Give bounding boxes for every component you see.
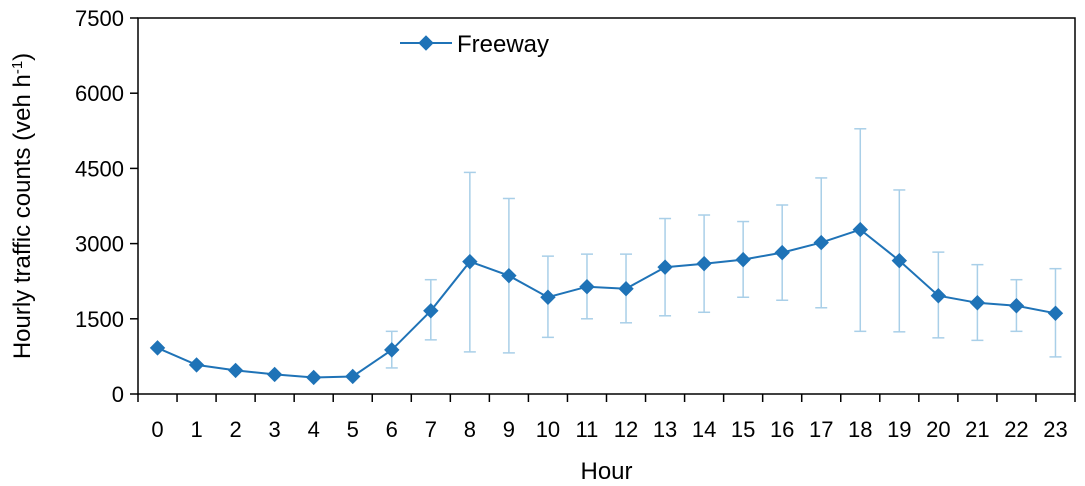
- x-tick-label: 0: [151, 417, 163, 442]
- x-tick-label: 23: [1043, 417, 1067, 442]
- freeway-line: [157, 228, 1056, 379]
- x-tick-label: 5: [347, 417, 359, 442]
- data-point-7: [423, 303, 439, 319]
- y-axis-title: Hourly traffic counts (veh h-1): [9, 53, 37, 359]
- x-tick-label: 6: [386, 417, 398, 442]
- x-tick-label: 4: [308, 417, 320, 442]
- x-tick-label: 19: [887, 417, 911, 442]
- data-point-17: [813, 234, 829, 251]
- x-tick-label: 7: [425, 417, 437, 442]
- x-tick-label: 14: [692, 417, 716, 442]
- x-tick-label: 18: [848, 417, 872, 442]
- data-point-0: [149, 340, 166, 356]
- data-point-13: [657, 259, 673, 275]
- legend: Freeway: [400, 31, 549, 58]
- y-tick-label: 4500: [75, 156, 124, 181]
- data-point-5: [345, 368, 361, 385]
- data-point-23: [1047, 305, 1064, 321]
- x-tick-label: 8: [464, 417, 476, 442]
- data-point-2: [227, 362, 244, 379]
- y-tick-label: 6000: [75, 81, 124, 106]
- y-axis-title-end: ): [9, 53, 36, 61]
- data-point-21: [969, 295, 986, 311]
- data-point-12: [618, 281, 634, 297]
- legend-label-freeway: Freeway: [457, 31, 549, 58]
- x-tick-label: 22: [1004, 417, 1028, 442]
- x-tick-label: 13: [653, 417, 677, 442]
- data-point-15: [735, 251, 751, 268]
- x-tick-label: 9: [503, 417, 515, 442]
- y-tick-label: 3000: [75, 232, 124, 257]
- data-point-18: [852, 221, 868, 238]
- data-point-22: [1008, 298, 1025, 314]
- data-point-20: [930, 288, 947, 304]
- data-points: [149, 221, 1064, 386]
- x-tick-label: 2: [229, 417, 241, 442]
- x-tick-label: 3: [269, 417, 281, 442]
- data-point-8: [462, 253, 478, 270]
- legend-marker: [418, 35, 434, 51]
- series-line: [157, 228, 1056, 379]
- x-tick-label: 21: [965, 417, 989, 442]
- x-tick-label: 15: [731, 417, 755, 442]
- data-point-1: [188, 357, 205, 373]
- x-tick-label: 12: [614, 417, 638, 442]
- y-axis-title-main: Hourly traffic counts (veh h: [9, 74, 36, 359]
- data-point-11: [579, 279, 595, 295]
- data-point-10: [540, 289, 556, 305]
- data-point-9: [501, 267, 517, 284]
- data-point-4: [305, 369, 322, 386]
- data-point-6: [384, 342, 400, 358]
- y-tick-label: 0: [112, 382, 124, 407]
- x-tick-label: 10: [536, 417, 560, 442]
- x-tick-label: 17: [809, 417, 833, 442]
- data-point-19: [891, 252, 908, 269]
- data-point-14: [696, 255, 712, 272]
- y-axis-title-superscript: -1: [9, 61, 26, 74]
- x-tick-label: 20: [926, 417, 950, 442]
- error-bars: [385, 128, 1062, 369]
- data-point-16: [774, 244, 790, 261]
- y-tick-label: 7500: [75, 6, 124, 31]
- x-tick-label: 1: [190, 417, 202, 442]
- x-tick-label: 16: [770, 417, 794, 442]
- y-tick-label: 1500: [75, 307, 124, 332]
- x-tick-label: 11: [576, 417, 599, 442]
- data-point-3: [266, 366, 283, 383]
- x-axis-title: Hour: [580, 458, 632, 485]
